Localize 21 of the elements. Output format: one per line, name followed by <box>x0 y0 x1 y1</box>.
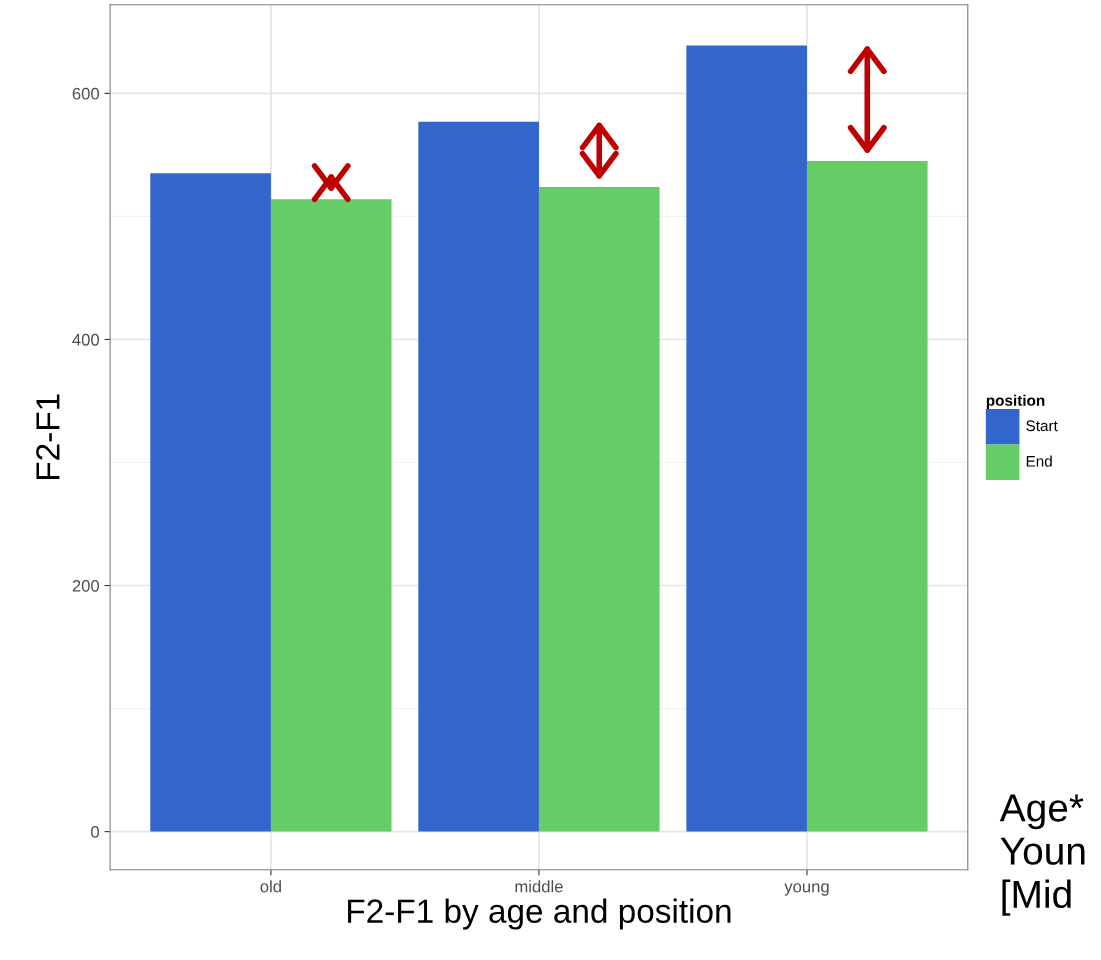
legend-label: Start <box>1026 420 1058 432</box>
y-tick-label: 600 <box>72 87 100 100</box>
x-axis-title: F2-F1 by age and position <box>348 898 731 930</box>
y-tick-label: 0 <box>91 826 100 838</box>
text: Age* <box>999 794 1084 830</box>
bar <box>270 199 392 832</box>
bar <box>418 121 539 832</box>
legend-label: End <box>1026 455 1052 467</box>
x-tick-label: old <box>260 880 281 893</box>
x-tick-label: young <box>784 883 829 896</box>
bar <box>538 186 660 832</box>
bar <box>150 173 271 832</box>
bar <box>686 45 807 832</box>
bar <box>806 161 928 832</box>
y-tick-label: 200 <box>72 579 100 592</box>
text: Youn <box>1000 837 1085 865</box>
y-axis-title: F2-F1 <box>36 394 60 479</box>
x-tick-label: middle <box>515 880 563 893</box>
legend-title: position <box>986 394 1045 409</box>
y-tick-label: 400 <box>72 333 100 346</box>
text: [Mid <box>1002 879 1071 916</box>
